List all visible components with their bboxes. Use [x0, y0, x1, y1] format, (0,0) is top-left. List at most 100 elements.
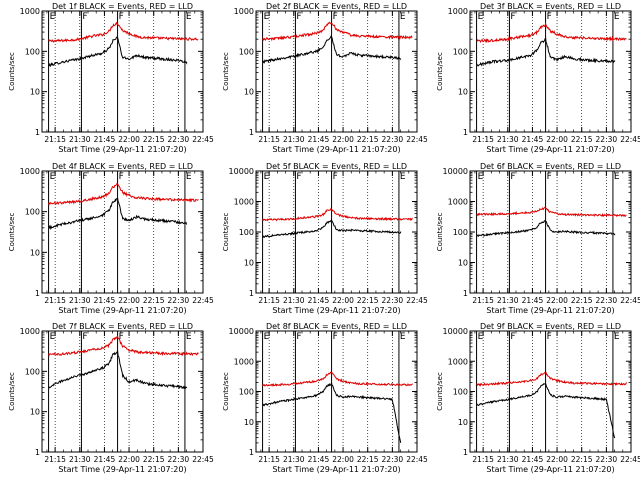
chart-panel-8: Det 8f BLACK = Events, RED = LLD Counts/s…	[222, 322, 428, 474]
chart-title: Det 2f BLACK = Events, RED = LLD	[266, 2, 407, 11]
y-tick-label: 10	[458, 259, 468, 268]
x-tick-label: 22:00	[118, 455, 140, 464]
events-series-line	[48, 349, 188, 390]
x-tick-label: 22:15	[357, 455, 379, 464]
chart-panel-7: Det 7f BLACK = Events, RED = LLD Counts/s…	[8, 322, 214, 474]
interval-marker-label: E	[478, 172, 484, 182]
y-tick-label: 10000	[229, 167, 254, 176]
y-axis-label: Counts/sec	[436, 372, 444, 411]
lld-series-line	[262, 21, 413, 42]
y-tick-label: 100	[239, 47, 254, 56]
y-tick-label: 100	[453, 228, 468, 237]
y-tick-label: 100	[25, 47, 40, 56]
chart-panel-1: Det 1f BLACK = Events, RED = LLD Counts/s…	[8, 2, 214, 154]
y-tick-label: 10	[458, 418, 468, 427]
x-tick-label: 22:00	[332, 296, 354, 305]
events-series-line	[476, 220, 616, 238]
x-tick-label: 22:45	[620, 296, 640, 305]
chart-title: Det 3f BLACK = Events, RED = LLD	[480, 2, 621, 11]
x-tick-label: 22:45	[192, 455, 214, 464]
lld-series-line	[262, 371, 413, 388]
x-tick-label: 21:30	[69, 296, 91, 305]
plot-frame	[255, 330, 418, 453]
x-tick-label: 22:15	[571, 455, 593, 464]
y-axis-label: Counts/sec	[8, 52, 16, 91]
interval-marker-label: F	[547, 332, 552, 342]
chart-title: Det 4f BLACK = Events, RED = LLD	[52, 162, 193, 171]
x-axis-label: Start Time (29-Apr-11 21:07:20)	[486, 465, 614, 474]
y-tick-label: 1	[35, 289, 40, 298]
interval-marker-label: E	[264, 12, 270, 22]
y-tick-label: 100	[453, 47, 468, 56]
interval-marker-label: E	[478, 332, 484, 342]
y-tick-label: 1	[249, 289, 254, 298]
interval-marker-label: F	[547, 12, 552, 22]
plot-frame	[41, 170, 204, 294]
x-axis-label: Start Time (29-Apr-11 21:07:20)	[58, 465, 186, 474]
x-tick-label: 22:45	[406, 455, 428, 464]
chart-title: Det 9f BLACK = Events, RED = LLD	[480, 322, 621, 331]
x-tick-label: 22:00	[332, 135, 354, 144]
plot-frame	[255, 10, 418, 133]
y-tick-label: 10	[244, 418, 254, 427]
x-tick-label: 21:15	[44, 296, 66, 305]
x-axis-label: Start Time (29-Apr-11 21:07:20)	[58, 145, 186, 154]
y-tick-label: 100	[453, 388, 468, 397]
y-tick-label: 1000	[20, 327, 40, 336]
interval-marker-label: F	[296, 12, 301, 22]
x-tick-label: 21:30	[497, 296, 519, 305]
y-axis-label: Counts/sec	[8, 372, 16, 411]
events-series-line	[48, 36, 188, 68]
y-tick-label: 1	[35, 448, 40, 457]
events-series-line	[476, 383, 616, 439]
x-tick-label: 21:45	[308, 135, 330, 144]
x-tick-label: 22:00	[118, 296, 140, 305]
x-tick-label: 21:30	[497, 455, 519, 464]
y-tick-label: 10	[458, 88, 468, 97]
y-tick-label: 100	[239, 228, 254, 237]
interval-marker-label: F	[119, 172, 124, 182]
x-tick-label: 22:30	[596, 455, 618, 464]
plot-frame	[41, 10, 204, 133]
interval-marker-label: F	[119, 12, 124, 22]
x-tick-label: 21:15	[258, 135, 280, 144]
y-tick-label: 1000	[20, 7, 40, 16]
x-axis-label: Start Time (29-Apr-11 21:07:20)	[486, 306, 614, 315]
events-series-line	[262, 35, 402, 64]
interval-marker-label: E	[614, 12, 620, 22]
y-tick-label: 1000	[448, 198, 468, 207]
x-axis-label: Start Time (29-Apr-11 21:07:20)	[272, 306, 400, 315]
x-tick-label: 22:15	[143, 296, 165, 305]
x-tick-label: 22:45	[192, 296, 214, 305]
interval-marker-label: F	[510, 332, 515, 342]
y-tick-label: 1	[249, 448, 254, 457]
lld-series-line	[48, 21, 199, 43]
interval-marker-label: E	[478, 12, 484, 22]
interval-marker-label: E	[186, 172, 192, 182]
chart-panel-9: Det 9f BLACK = Events, RED = LLD Counts/s…	[436, 322, 640, 474]
x-tick-label: 22:00	[546, 455, 568, 464]
x-tick-label: 21:15	[472, 455, 494, 464]
x-tick-label: 21:30	[283, 455, 305, 464]
y-axis-label: Counts/sec	[222, 52, 230, 91]
y-axis-label: Counts/sec	[436, 213, 444, 252]
x-tick-label: 21:15	[258, 296, 280, 305]
y-tick-label: 10000	[229, 327, 254, 336]
y-tick-label: 1	[463, 289, 468, 298]
x-tick-label: 22:00	[546, 296, 568, 305]
x-tick-label: 21:45	[94, 296, 116, 305]
y-tick-label: 1000	[234, 357, 254, 366]
interval-marker-label: E	[264, 332, 270, 342]
x-tick-label: 21:15	[258, 455, 280, 464]
interval-marker-label: F	[547, 172, 552, 182]
x-tick-label: 22:30	[382, 296, 404, 305]
y-axis-label: Counts/sec	[436, 52, 444, 91]
x-tick-label: 21:15	[472, 296, 494, 305]
x-tick-label: 22:30	[168, 455, 190, 464]
events-series-line	[48, 197, 188, 231]
x-tick-label: 22:45	[620, 455, 640, 464]
y-tick-label: 10	[244, 88, 254, 97]
interval-marker-label: F	[333, 12, 338, 22]
events-series-line	[262, 382, 402, 443]
y-tick-label: 10	[30, 248, 40, 257]
